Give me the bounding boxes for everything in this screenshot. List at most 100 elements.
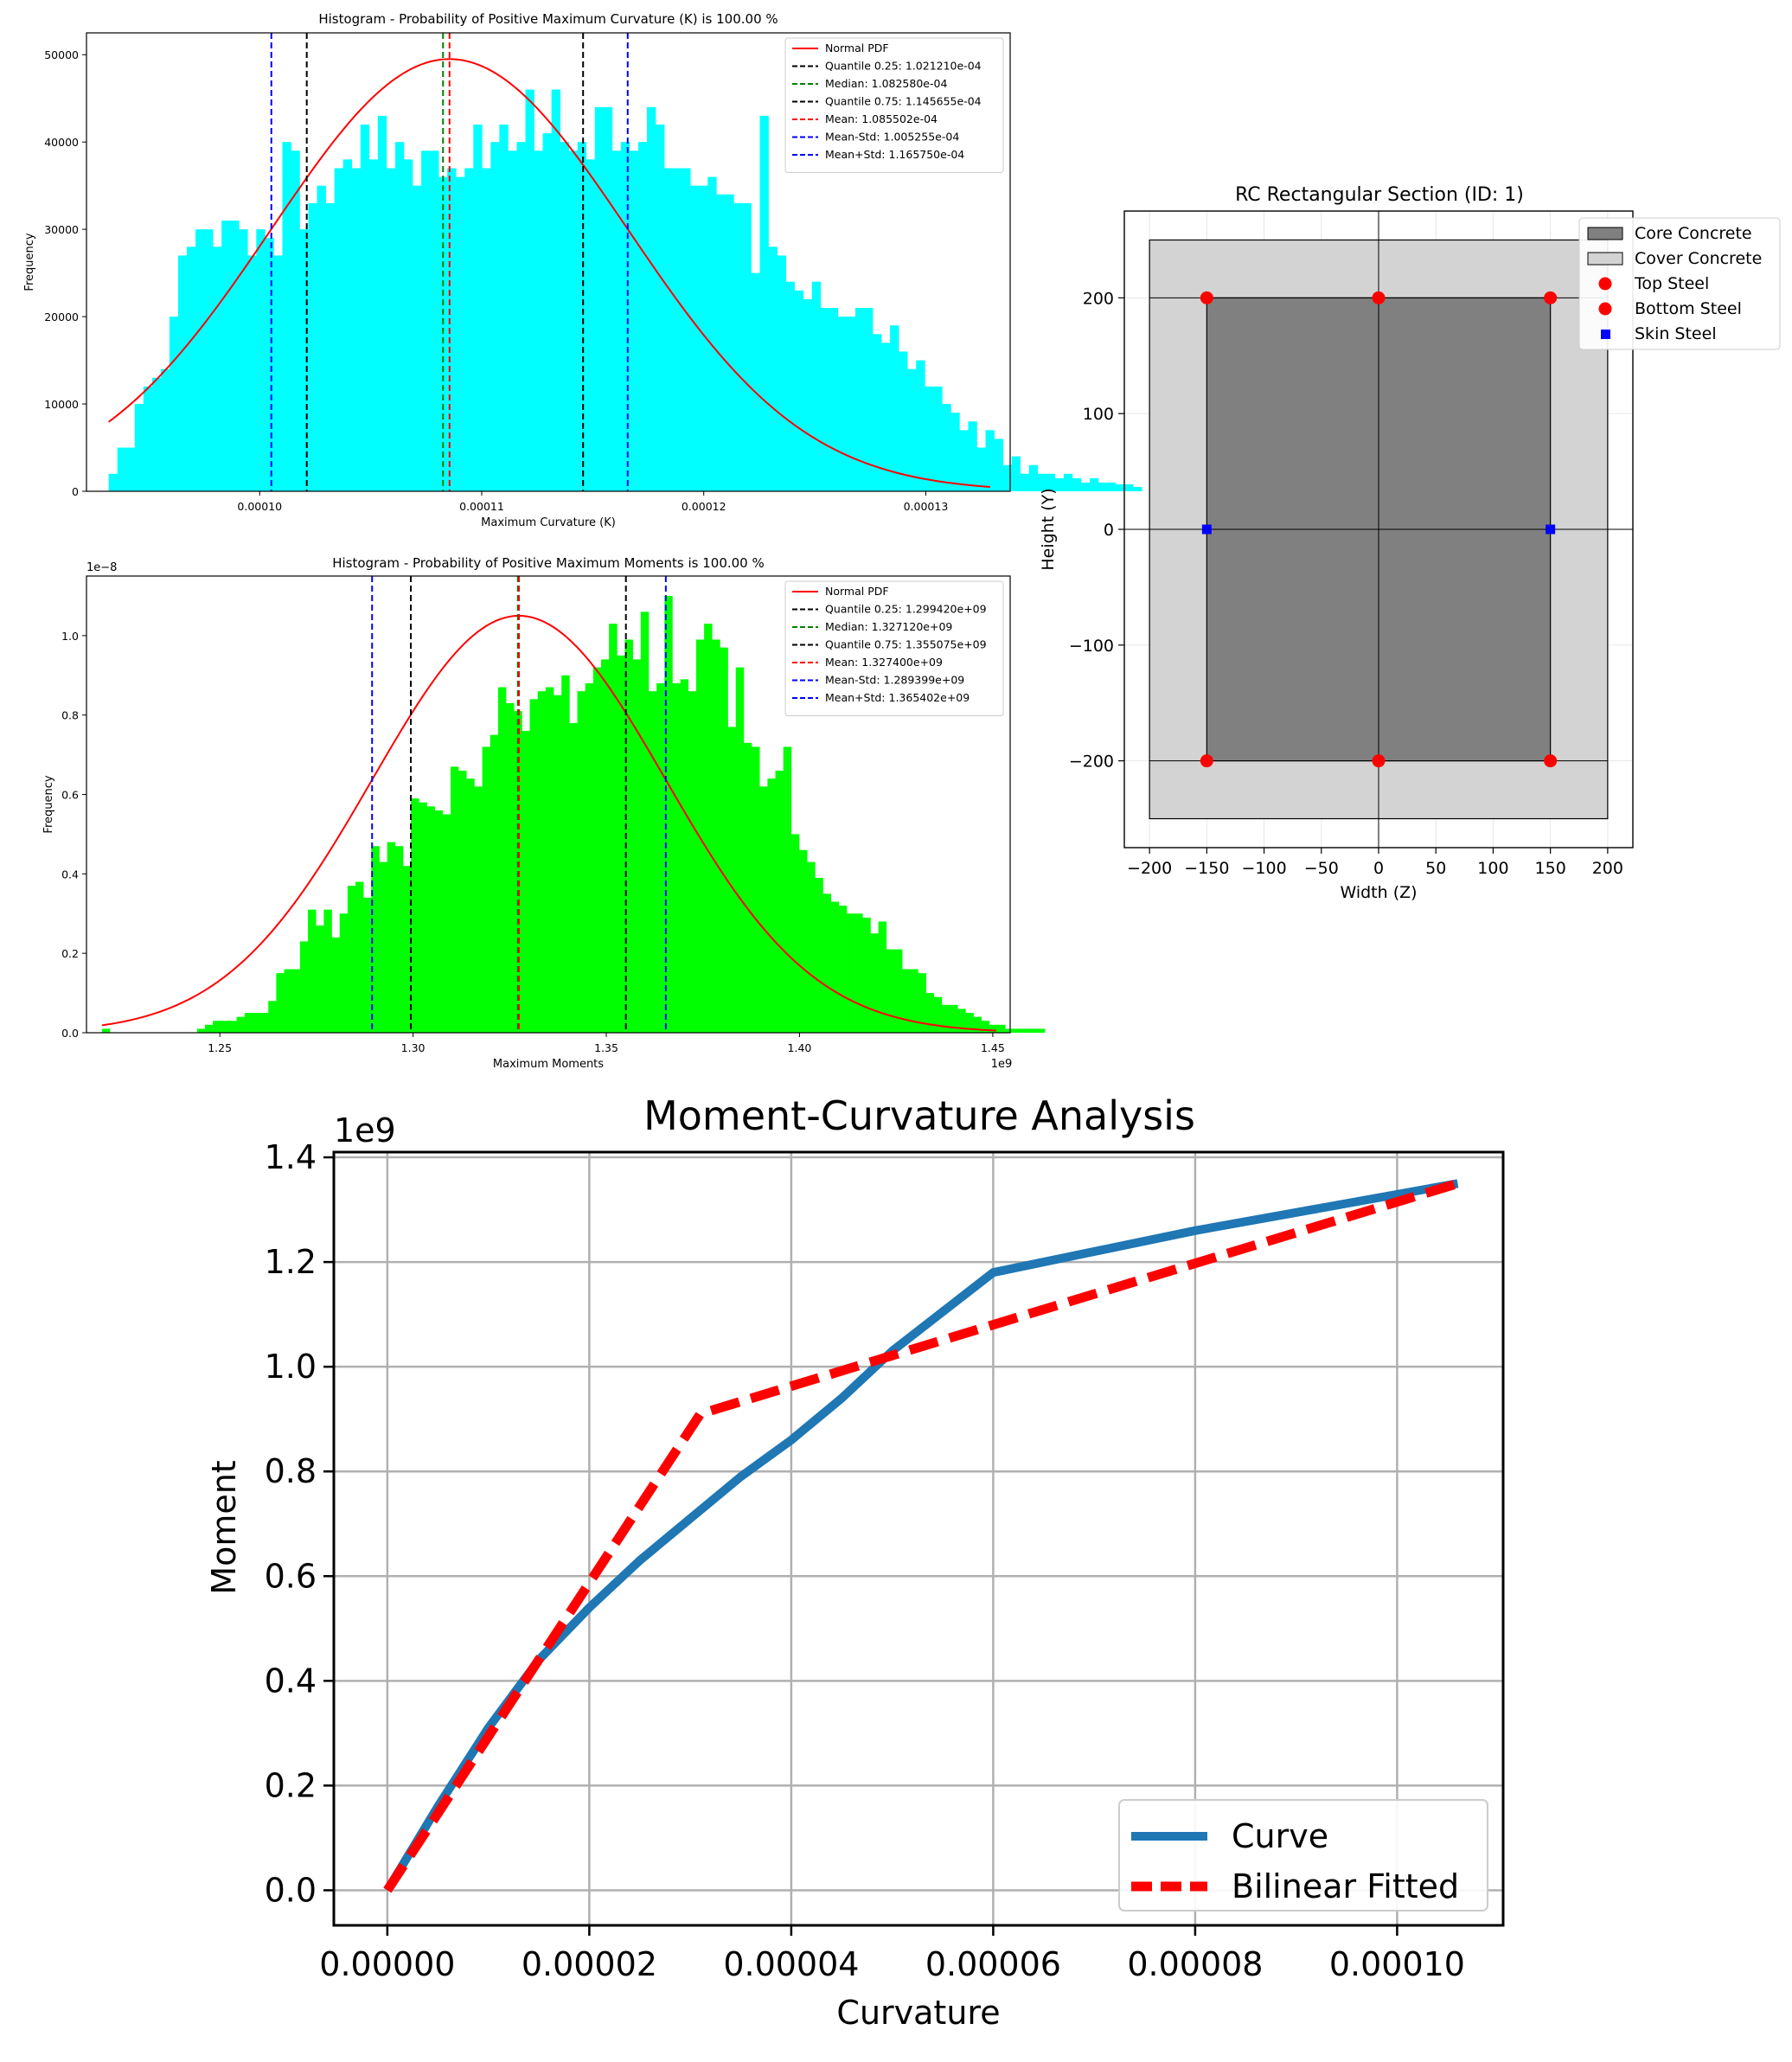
rc-x-tick-label: 200 — [1592, 859, 1623, 878]
c2-bar — [783, 746, 792, 1033]
mc-y-tick-label: 0.2 — [265, 1766, 317, 1804]
curvature-histogram-bars — [108, 89, 1142, 492]
mc-y-tick-label: 0.8 — [265, 1452, 317, 1490]
c1-bar — [820, 308, 830, 491]
curvature-normal-pdf-line — [108, 58, 990, 488]
steel-swatch — [1598, 277, 1612, 291]
c2-bar — [339, 913, 349, 1033]
c1-bar — [968, 421, 977, 491]
rc-section-chart: RC Rectangular Section (ID: 1) −200 −150−… — [1039, 184, 1781, 902]
c2-legend-label: Mean+Std: 1.365402e+09 — [825, 691, 970, 704]
mc-y-tick-label: 0.6 — [265, 1557, 317, 1595]
rc-x-tick-label: 150 — [1535, 859, 1566, 878]
mc-legend-box — [1118, 1799, 1488, 1912]
c1-bar — [586, 159, 596, 491]
rc-legend-label: Core Concrete — [1635, 224, 1752, 243]
c2-bar — [807, 861, 816, 1033]
c1-bar — [368, 159, 379, 491]
c1-bar — [854, 308, 865, 491]
c1-bar — [508, 150, 517, 492]
moment-curvature-chart: Moment-Curvature Analysis 1e9 0.00000 0.0… — [205, 1092, 1505, 2032]
rc-y-tick-label: 0 — [1104, 521, 1114, 540]
c1-bar — [413, 185, 422, 491]
curvature-stat-lines — [270, 33, 629, 491]
c1-bar — [430, 150, 439, 492]
c2-bar — [411, 798, 419, 1033]
c2-bar — [997, 1024, 1006, 1033]
c1-bar — [950, 413, 960, 491]
rc-x-tick-label: 0 — [1373, 859, 1384, 878]
c2-legend-label: Quantile 0.75: 1.355075e+09 — [825, 638, 987, 651]
c1-bar — [751, 272, 760, 491]
c1-bar — [265, 238, 274, 491]
moment-curvature-plot-frame — [332, 1150, 1505, 1927]
c1-bar — [108, 473, 118, 491]
rc-legend-label: Skin Steel — [1635, 324, 1717, 343]
c1-bar — [308, 202, 317, 491]
c2-y-tick-label: 1.0 — [61, 630, 79, 643]
c1-bar — [117, 447, 127, 491]
bottom-steel-point — [1544, 754, 1558, 768]
c2-bar — [347, 886, 356, 1033]
c1-bar — [1028, 464, 1039, 491]
c1-bar — [204, 229, 214, 491]
c1-bar — [664, 168, 674, 491]
c2-bar — [490, 734, 499, 1033]
moments-y-axis-label: Frequency — [42, 775, 55, 833]
c2-bar — [426, 806, 435, 1033]
moments-x-axis-label: Maximum Moments — [493, 1058, 604, 1071]
core-concrete-swatch — [1587, 227, 1623, 240]
c2-bar — [371, 846, 380, 1033]
c2-bar — [474, 786, 483, 1033]
curvature-histogram-title: Histogram - Probability of Positive Maxi… — [318, 11, 778, 27]
c1-bar — [976, 447, 986, 491]
moment-curvature-grid — [334, 1152, 1503, 1925]
c2-bar — [910, 969, 918, 1033]
c1-bar — [577, 142, 587, 491]
c1-bar — [568, 150, 579, 492]
c2-bar — [830, 901, 840, 1033]
c2-x-tick-label: 1.40 — [788, 1041, 812, 1054]
c1-bar — [273, 255, 283, 491]
curvature-histogram-chart: Histogram - Probability of Positive Maxi… — [23, 11, 1142, 529]
mc-legend-label: Bilinear Fitted — [1232, 1867, 1459, 1905]
c1-legend-box — [784, 37, 1004, 173]
c2-bar — [600, 659, 610, 1033]
c2-bar — [561, 675, 570, 1033]
c1-bar — [1046, 473, 1056, 491]
c2-bar — [902, 969, 911, 1033]
c2-bar — [387, 842, 396, 1033]
moment-curvature-series — [383, 1179, 1460, 1893]
c1-bar — [873, 334, 882, 491]
c1-bar — [247, 255, 257, 491]
c1-legend-label: Mean+Std: 1.165750e-04 — [825, 148, 964, 161]
c2-bar — [577, 691, 586, 1033]
c1-bar — [160, 368, 170, 491]
c2-bar — [893, 949, 903, 1033]
rc-x-tick-label: 50 — [1425, 859, 1446, 878]
top-steel-point — [1544, 291, 1558, 304]
c2-bar — [291, 969, 301, 1033]
c2-bar — [752, 746, 760, 1033]
curvature-x-ticks: 0.00010 0.00011 0.00012 0.00013 — [237, 491, 948, 513]
rc-section-shapes — [1124, 211, 1633, 848]
rc-x-tick-label: −100 — [1241, 859, 1286, 878]
c2-bar — [497, 687, 507, 1033]
c2-bar — [363, 897, 372, 1033]
c1-bar — [794, 290, 804, 491]
mc-x-tick-label: 0.00010 — [1329, 1945, 1465, 1983]
c1-bar — [837, 317, 848, 491]
c1-x-tick-label: 0.00011 — [459, 500, 504, 513]
c2-bar — [680, 679, 689, 1033]
c1-bar — [342, 159, 353, 491]
mc-x-tick-label: 0.00000 — [319, 1945, 455, 1983]
rc-legend-box — [1578, 217, 1781, 350]
c2-bar — [712, 639, 720, 1033]
c1-y-tick-label: 50000 — [44, 48, 79, 61]
moments-legend: Normal PDF Quantile 0.25: 1.299420e+09 Med… — [784, 580, 1004, 716]
c2-bar — [743, 742, 752, 1033]
c2-bar — [537, 691, 547, 1033]
c2-bar — [204, 1024, 214, 1033]
c2-bar — [450, 766, 459, 1033]
curve-series-line — [383, 1179, 1459, 1892]
